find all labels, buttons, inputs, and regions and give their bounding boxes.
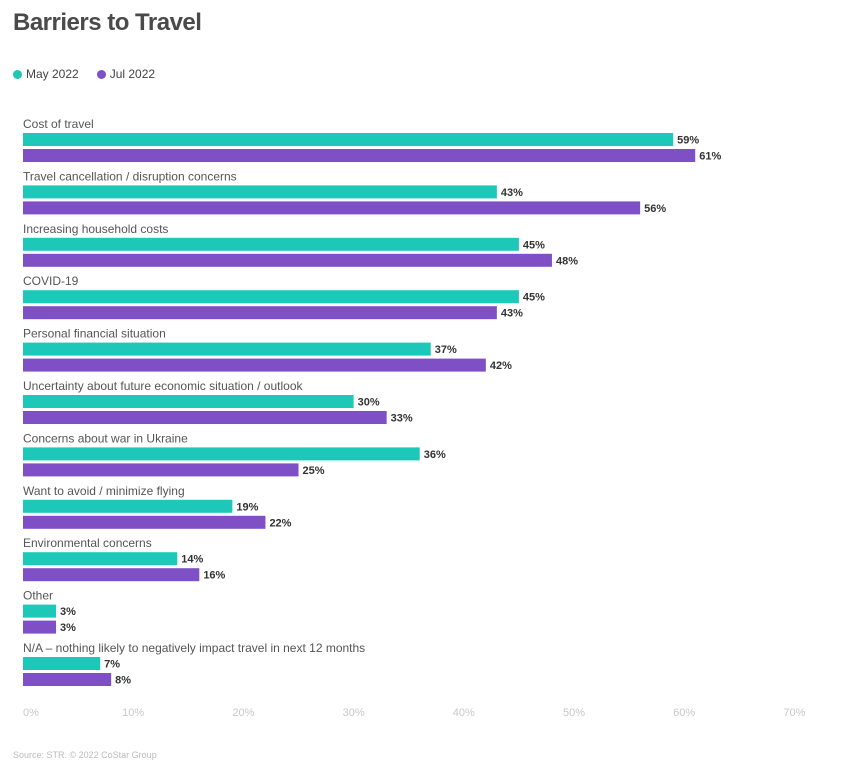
- data-label: 8%: [115, 675, 131, 687]
- bar-may-2022: [23, 395, 354, 408]
- category-label: Travel cancellation / disruption concern…: [23, 169, 237, 183]
- bar-jul-2022: [23, 620, 57, 634]
- data-label: 43%: [501, 308, 523, 320]
- category-label: Personal financial situation: [23, 327, 166, 341]
- data-label: 30%: [358, 397, 380, 409]
- bar-jul-2022: [23, 463, 299, 477]
- data-label: 14%: [181, 554, 203, 566]
- category-label: COVID-19: [23, 274, 79, 288]
- category-label: Concerns about war in Ukraine: [23, 431, 188, 445]
- data-label: 36%: [424, 449, 446, 461]
- bar-may-2022: [23, 552, 178, 566]
- data-label: 56%: [644, 203, 666, 215]
- bar-may-2022: [23, 133, 674, 146]
- bar-jul-2022: [23, 201, 641, 215]
- x-tick-label: 20%: [232, 707, 254, 719]
- category-label: Cost of travel: [23, 117, 94, 131]
- data-label: 61%: [699, 151, 721, 163]
- x-tick-label: 70%: [783, 707, 805, 719]
- x-tick-label: 0%: [23, 707, 39, 719]
- bar-jul-2022: [23, 149, 696, 162]
- bar-jul-2022: [23, 568, 200, 582]
- category-label: Want to avoid / minimize flying: [23, 484, 185, 498]
- data-label: 3%: [60, 606, 76, 618]
- bar-jul-2022: [23, 411, 387, 424]
- bar-may-2022: [23, 604, 57, 618]
- data-label: 42%: [490, 360, 512, 372]
- data-label: 16%: [203, 570, 225, 582]
- category-label: N/A – nothing likely to negatively impac…: [23, 641, 365, 655]
- bar-jul-2022: [23, 253, 552, 267]
- bar-jul-2022: [23, 306, 497, 320]
- data-label: 7%: [104, 659, 120, 671]
- data-label: 45%: [523, 239, 545, 251]
- legend-item-jul-2022[interactable]: Jul 2022: [96, 67, 156, 81]
- bar-jul-2022: [23, 515, 266, 529]
- bar-jul-2022: [23, 673, 112, 686]
- x-tick-label: 60%: [673, 707, 695, 719]
- legend-label-jul-2022: Jul 2022: [109, 67, 156, 81]
- category-label: Other: [23, 589, 53, 603]
- bar-may-2022: [23, 342, 431, 356]
- category-label: Uncertainty about future economic situat…: [23, 379, 303, 393]
- data-label: 37%: [435, 344, 457, 356]
- data-label: 45%: [523, 292, 545, 304]
- bar-may-2022: [23, 237, 519, 251]
- bar-may-2022: [23, 185, 497, 199]
- data-label: 3%: [60, 622, 76, 634]
- legend-item-may-2022[interactable]: May 2022: [13, 67, 79, 81]
- source-note: Source: STR. © 2022 CoStar Group: [13, 750, 157, 760]
- bar-jul-2022: [23, 358, 486, 372]
- legend-swatch-may-2022: [13, 69, 22, 79]
- data-label: 25%: [303, 465, 325, 477]
- legend: May 2022 Jul 2022: [13, 67, 155, 81]
- bar-may-2022: [23, 290, 519, 304]
- x-tick-label: 30%: [343, 707, 365, 719]
- data-label: 22%: [269, 517, 291, 529]
- bar-may-2022: [23, 447, 420, 461]
- data-label: 59%: [677, 135, 699, 147]
- bar-may-2022: [23, 499, 233, 513]
- legend-label-may-2022: May 2022: [26, 67, 79, 81]
- data-label: 48%: [556, 255, 578, 267]
- data-label: 33%: [391, 413, 413, 425]
- data-label: 43%: [501, 187, 523, 199]
- legend-swatch-jul-2022: [96, 69, 106, 79]
- category-label: Increasing household costs: [23, 222, 168, 236]
- x-tick-label: 40%: [453, 707, 475, 719]
- chart-title: Barriers to Travel: [13, 9, 202, 36]
- x-tick-label: 50%: [563, 707, 585, 719]
- category-label: Environmental concerns: [23, 536, 152, 550]
- bar-may-2022: [23, 657, 101, 670]
- data-label: 19%: [236, 501, 258, 513]
- x-tick-label: 10%: [122, 707, 144, 719]
